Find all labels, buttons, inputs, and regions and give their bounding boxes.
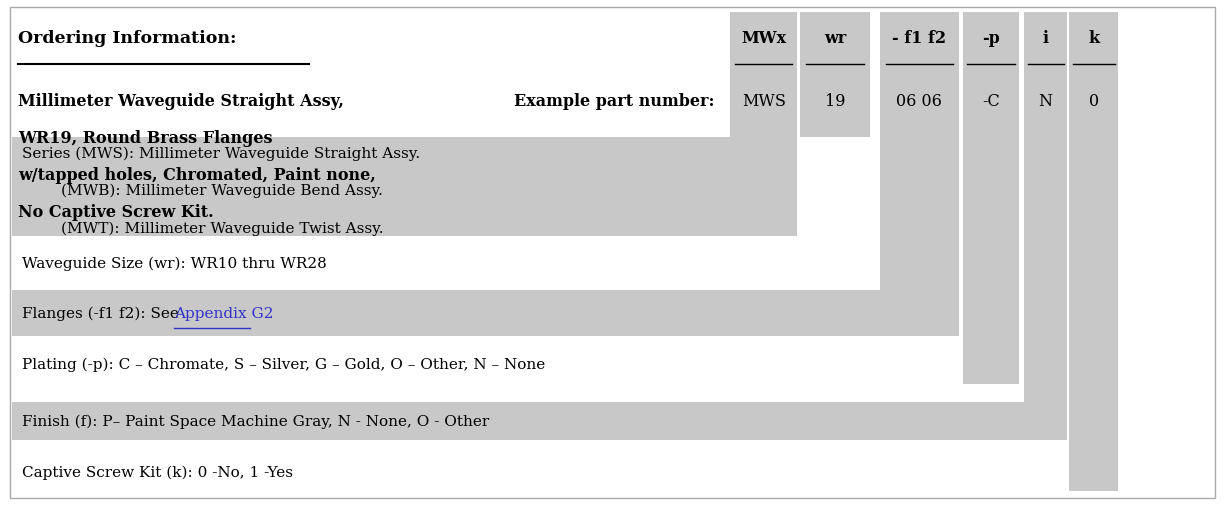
- Bar: [880, 13, 959, 290]
- Bar: [12, 290, 959, 336]
- Bar: [12, 402, 1067, 440]
- Text: Waveguide Size (wr): WR10 thru WR28: Waveguide Size (wr): WR10 thru WR28: [22, 257, 327, 271]
- Text: - f1 f2: - f1 f2: [892, 30, 947, 47]
- Text: Millimeter Waveguide Straight Assy,: Millimeter Waveguide Straight Assy,: [18, 93, 344, 110]
- Text: Finish (f): P– Paint Space Machine Gray, N - None, O - Other: Finish (f): P– Paint Space Machine Gray,…: [22, 414, 489, 429]
- Text: Example part number:: Example part number:: [514, 93, 715, 110]
- Text: No Captive Screw Kit.: No Captive Screw Kit.: [18, 203, 214, 220]
- Text: Appendix G2: Appendix G2: [174, 306, 274, 320]
- Bar: [1024, 13, 1067, 440]
- Text: i: i: [1042, 30, 1049, 47]
- Bar: [730, 13, 797, 237]
- Text: Plating (-p): C – Chromate, S – Silver, G – Gold, O – Other, N – None: Plating (-p): C – Chromate, S – Silver, …: [22, 357, 545, 371]
- Bar: [1069, 13, 1118, 491]
- Text: 19: 19: [824, 93, 845, 110]
- Text: k: k: [1089, 30, 1099, 47]
- Text: wr: wr: [823, 30, 846, 47]
- Text: Ordering Information:: Ordering Information:: [18, 30, 236, 47]
- Text: MWS: MWS: [742, 93, 785, 110]
- Text: w/tapped holes, Chromated, Paint none,: w/tapped holes, Chromated, Paint none,: [18, 166, 376, 184]
- Text: N: N: [1039, 93, 1052, 110]
- Text: 0: 0: [1089, 93, 1099, 110]
- Bar: [12, 137, 730, 237]
- Bar: [963, 13, 1019, 384]
- Text: -p: -p: [982, 30, 1000, 47]
- Text: Flanges (-f1 f2): See: Flanges (-f1 f2): See: [22, 306, 184, 320]
- Text: (MWT): Millimeter Waveguide Twist Assy.: (MWT): Millimeter Waveguide Twist Assy.: [22, 221, 383, 235]
- Text: WR19, Round Brass Flanges: WR19, Round Brass Flanges: [18, 130, 273, 147]
- Text: 06 06: 06 06: [897, 93, 942, 110]
- Text: MWx: MWx: [741, 30, 786, 47]
- Text: Captive Screw Kit (k): 0 -No, 1 -Yes: Captive Screw Kit (k): 0 -No, 1 -Yes: [22, 465, 293, 479]
- Text: Series (MWS): Millimeter Waveguide Straight Assy.: Series (MWS): Millimeter Waveguide Strai…: [22, 147, 420, 161]
- Text: (MWB): Millimeter Waveguide Bend Assy.: (MWB): Millimeter Waveguide Bend Assy.: [22, 184, 383, 198]
- Bar: [800, 13, 870, 137]
- Text: -C: -C: [982, 93, 1000, 110]
